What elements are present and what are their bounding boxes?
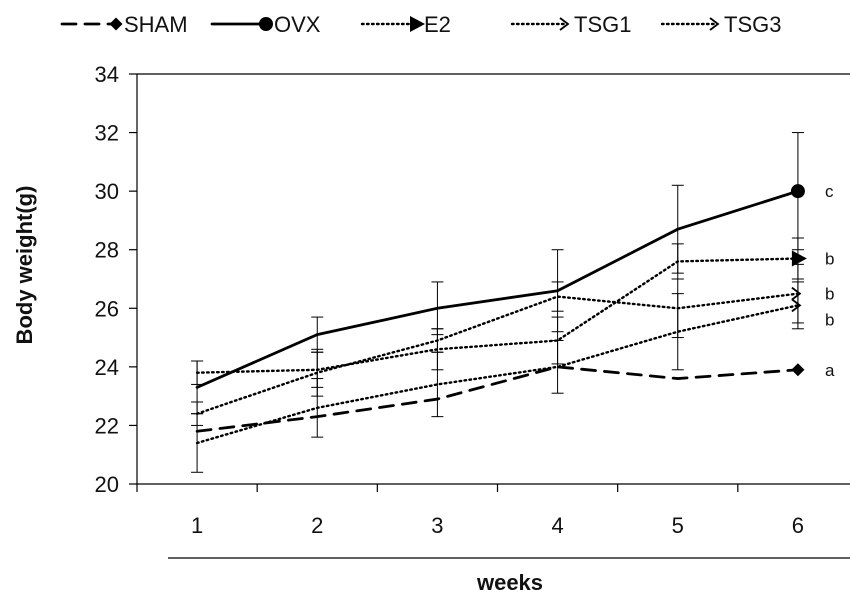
legend-item-sham: SHAM <box>60 12 188 37</box>
legend-label: SHAM <box>124 12 188 37</box>
y-tick-label: 20 <box>95 472 119 497</box>
x-tick-label: 1 <box>191 513 203 538</box>
significance-label-sham: a <box>825 361 835 380</box>
x-tick-label: 6 <box>792 513 804 538</box>
x-tick-label: 3 <box>431 513 443 538</box>
y-tick-label: 34 <box>95 62 119 87</box>
legend-item-ovx: OVX <box>210 12 321 37</box>
series-sham <box>195 363 805 433</box>
series-line-e2 <box>195 257 800 374</box>
y-tick-label: 32 <box>95 121 119 146</box>
series-line-tsg3 <box>195 304 800 445</box>
y-tick-label: 26 <box>95 296 119 321</box>
legend: SHAM OVX E2 TSG1 TSG3 <box>60 12 781 37</box>
legend-label: OVX <box>274 12 321 37</box>
series-marker-e2 <box>791 250 807 267</box>
significance-label-e2: b <box>825 250 834 269</box>
y-tick-label: 24 <box>95 355 119 380</box>
y-tick-label: 22 <box>95 413 119 438</box>
x-axis-title: weeks <box>476 570 543 595</box>
y-tick-label: 28 <box>95 238 119 263</box>
legend-item-e2: E2 <box>360 12 451 37</box>
legend-label: TSG3 <box>724 12 781 37</box>
series-marker-ovx <box>790 184 805 199</box>
x-tick-label: 5 <box>672 513 684 538</box>
series-line-tsg1 <box>195 292 800 415</box>
legend-label: TSG1 <box>574 12 631 37</box>
significance-label-ovx: c <box>825 182 834 201</box>
legend-item-tsg1: TSG1 <box>510 12 631 37</box>
series-tsg3 <box>191 281 804 473</box>
series-marker-sham <box>791 363 805 377</box>
series-line-sham <box>195 365 800 433</box>
significance-label-tsg1: b <box>825 285 834 304</box>
series-line-ovx <box>195 189 800 389</box>
legend-swatch-marker <box>259 17 273 31</box>
x-tick-label: 4 <box>551 513 563 538</box>
legend-item-tsg3: TSG3 <box>660 12 781 37</box>
legend-label: E2 <box>424 12 451 37</box>
legend-swatch-marker <box>109 17 123 31</box>
series-e2 <box>191 237 807 388</box>
series-marker-tsg3 <box>791 298 802 313</box>
significance-label-tsg3: b <box>825 311 834 330</box>
legend-swatch-marker <box>410 16 425 32</box>
y-axis-title: Body weight(g) <box>12 186 37 345</box>
x-tick-label: 2 <box>311 513 323 538</box>
legend-swatch-marker <box>559 17 570 31</box>
legend-swatch-marker <box>709 17 720 31</box>
series-marker-tsg1 <box>791 286 802 301</box>
y-tick-label: 30 <box>95 179 119 204</box>
